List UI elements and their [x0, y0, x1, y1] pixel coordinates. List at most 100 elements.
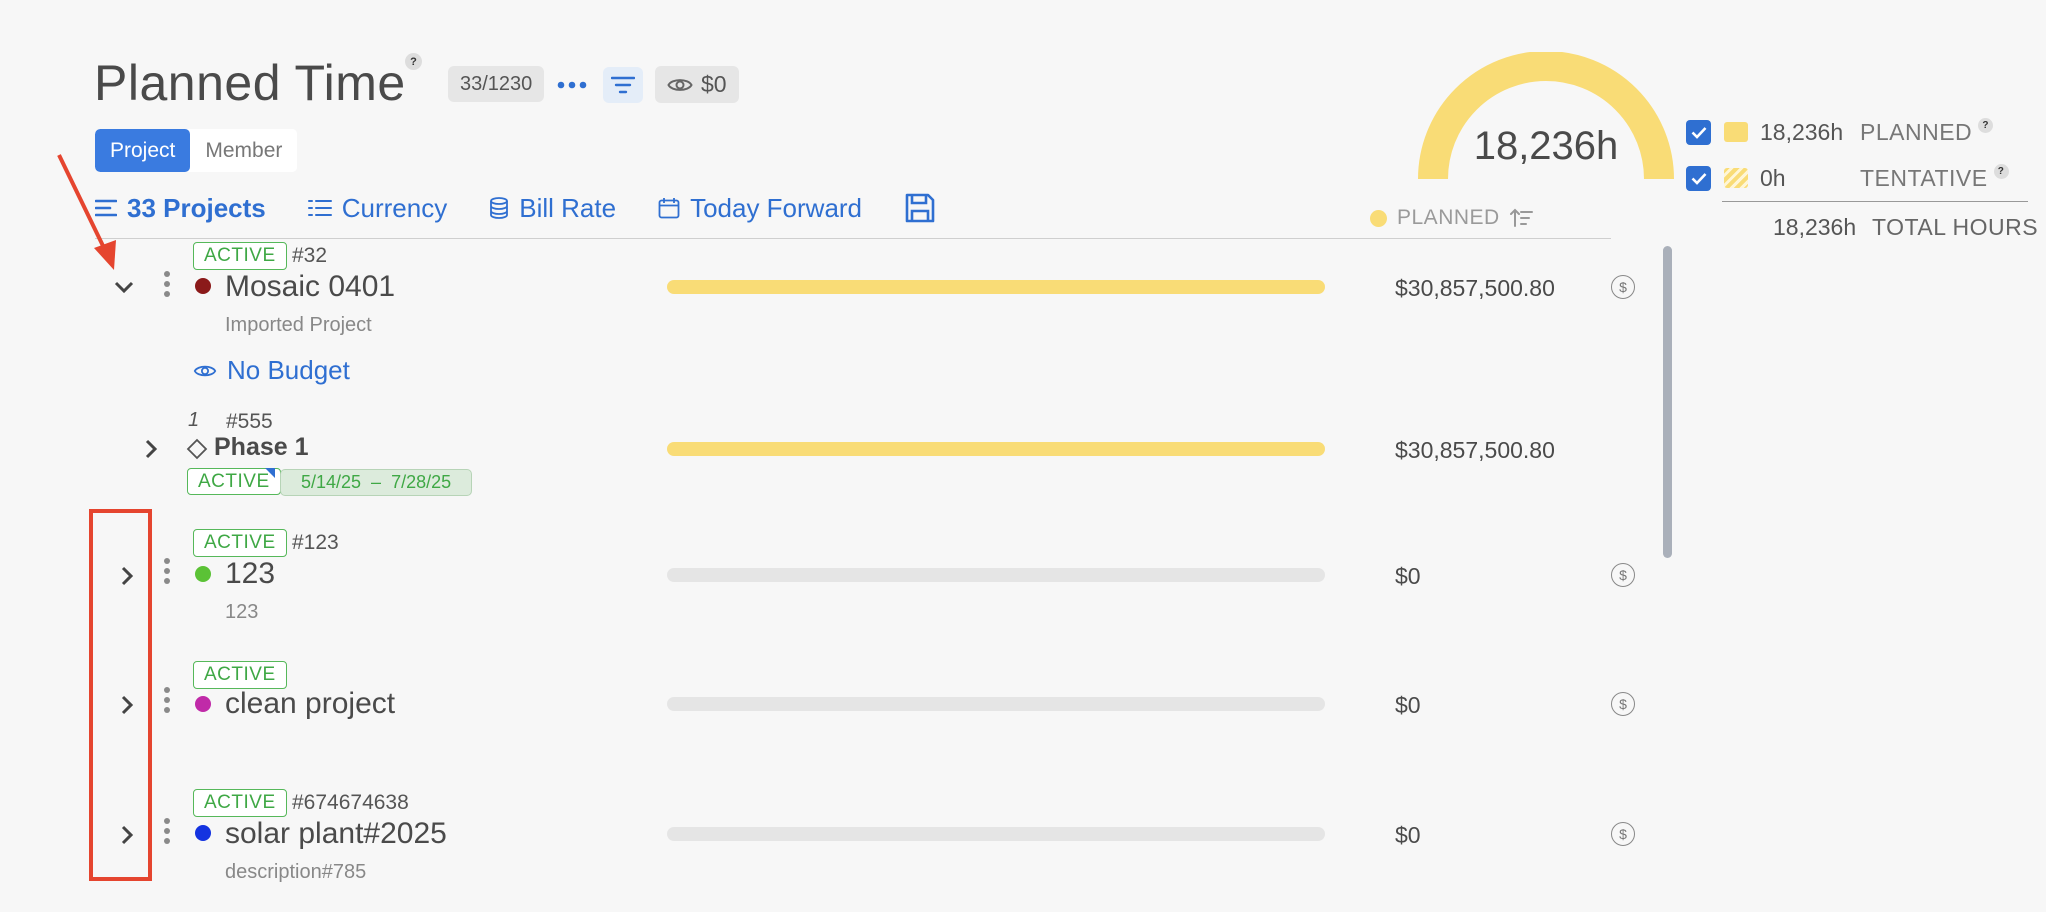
projects-selector[interactable]: 33 Projects [95, 193, 266, 224]
header-divider [95, 238, 1611, 239]
status-badge: ACTIVE [193, 661, 287, 689]
planned-column-label: PLANNED [1397, 206, 1500, 229]
project-color-dot [195, 566, 211, 582]
date-range-selector[interactable]: Today Forward [658, 193, 862, 224]
row-menu-button[interactable] [162, 687, 172, 713]
phase-date-range[interactable]: 5/14/25 – 7/28/25 [280, 469, 473, 496]
dollar-icon[interactable]: $ [1611, 275, 1635, 299]
projects-selector-label: 33 Projects [127, 192, 266, 223]
list-icon [95, 199, 117, 217]
gauge-total-value: 18,236h [1473, 124, 1619, 168]
chevron-right-icon[interactable] [144, 438, 158, 460]
dollar-icon[interactable]: $ [1611, 563, 1635, 587]
more-options-button[interactable] [557, 70, 587, 100]
project-number: #123 [292, 531, 339, 554]
phase-number: #555 [226, 410, 273, 433]
planned-color-dot [1370, 209, 1387, 227]
view-project-button[interactable]: Project [95, 129, 191, 172]
planned-bar [667, 827, 1325, 841]
phase-amount: $30,857,500.80 [1395, 437, 1555, 463]
phase-planned-bar [667, 442, 1325, 456]
sort-icon [1509, 208, 1533, 227]
project-color-dot [195, 825, 211, 841]
row-menu-button[interactable] [162, 558, 172, 584]
phase-index: 1 [188, 409, 200, 431]
chevron-right-icon[interactable] [120, 565, 134, 587]
page-title: Planned Time [94, 55, 406, 111]
budget-visibility-toggle[interactable]: $0 [655, 66, 739, 103]
planned-help-icon[interactable]: ? [1978, 117, 1994, 133]
tentative-hours: 0h [1760, 164, 1786, 191]
no-budget-link[interactable]: No Budget [193, 355, 350, 386]
coins-icon [490, 197, 509, 219]
tentative-checkbox[interactable] [1686, 165, 1711, 191]
view-toggle: Project Member [95, 129, 298, 172]
planned-bar [667, 568, 1325, 582]
project-color-dot [195, 696, 211, 712]
date-range-label: Today Forward [690, 192, 863, 223]
planned-swatch [1724, 122, 1748, 142]
legend-divider [1722, 201, 2028, 202]
dollar-icon[interactable]: $ [1611, 692, 1635, 716]
save-view-button[interactable] [904, 192, 936, 224]
project-number: #674674638 [292, 791, 409, 814]
planned-label: PLANNED [1860, 118, 1973, 145]
annotation-highlight-box [89, 509, 152, 881]
project-amount: $0 [1395, 692, 1421, 718]
planned-column-header[interactable]: PLANNED [1370, 206, 1534, 230]
status-badge: ACTIVE [193, 529, 287, 557]
bill-rate-selector-label: Bill Rate [519, 192, 617, 223]
project-amount: $30,857,500.80 [1395, 275, 1555, 301]
total-hours: 18,236h [1773, 213, 1857, 240]
project-name[interactable]: 123 [225, 557, 276, 590]
planned-hours: 18,236h [1760, 118, 1844, 145]
status-badge: ACTIVE [193, 789, 287, 817]
help-icon[interactable]: ? [405, 53, 422, 70]
toolbar: 33 Projects Currency Bill Rate Today For… [95, 188, 978, 228]
chevron-right-icon[interactable] [120, 824, 134, 846]
bill-rate-selector[interactable]: Bill Rate [489, 193, 616, 224]
calendar-icon [658, 198, 680, 219]
filter-button[interactable] [603, 67, 643, 103]
phase-corner-marker [265, 468, 275, 478]
save-icon [905, 193, 935, 223]
eye-icon [667, 78, 693, 91]
ellipsis-icon [557, 81, 587, 89]
project-color-dot [195, 278, 211, 294]
project-count-badge: 33/1230 [448, 66, 545, 102]
check-icon [1691, 126, 1706, 139]
eye-icon [193, 365, 217, 376]
chevron-down-icon[interactable] [114, 280, 134, 294]
legend-tentative: 0h TENTATIVE? [1686, 163, 2009, 193]
chevron-right-icon[interactable] [120, 694, 134, 716]
tentative-label: TENTATIVE [1860, 164, 1988, 191]
planned-checkbox[interactable] [1686, 119, 1711, 145]
planned-bar [667, 697, 1325, 711]
row-menu-button[interactable] [162, 271, 172, 297]
bullet-list-icon [307, 200, 332, 216]
filter-icon [611, 76, 635, 94]
project-description: 123 [225, 601, 259, 623]
no-budget-label: No Budget [227, 355, 350, 385]
legend-planned: 18,236h PLANNED? [1686, 117, 1994, 147]
project-amount: $0 [1395, 822, 1421, 848]
tentative-help-icon[interactable]: ? [1993, 163, 2009, 179]
planned-bar [667, 280, 1325, 294]
annotation-arrow [57, 154, 116, 270]
phase-name[interactable]: Phase 1 [214, 433, 309, 461]
project-name[interactable]: clean project [225, 687, 396, 720]
tentative-swatch [1724, 168, 1748, 188]
currency-selector[interactable]: Currency [307, 193, 447, 224]
project-name[interactable]: solar plant#2025 [225, 817, 447, 850]
status-badge: ACTIVE [193, 242, 287, 270]
budget-total: $0 [701, 71, 727, 97]
view-member-button[interactable]: Member [190, 129, 298, 172]
planned-gauge [1418, 52, 1674, 180]
vertical-scrollbar[interactable] [1663, 246, 1672, 558]
total-label: TOTAL HOURS [1872, 213, 2039, 240]
project-amount: $0 [1395, 563, 1421, 589]
project-number: #32 [292, 244, 328, 267]
project-name[interactable]: Mosaic 0401 [225, 270, 396, 303]
dollar-icon[interactable]: $ [1611, 822, 1635, 846]
row-menu-button[interactable] [162, 818, 172, 844]
